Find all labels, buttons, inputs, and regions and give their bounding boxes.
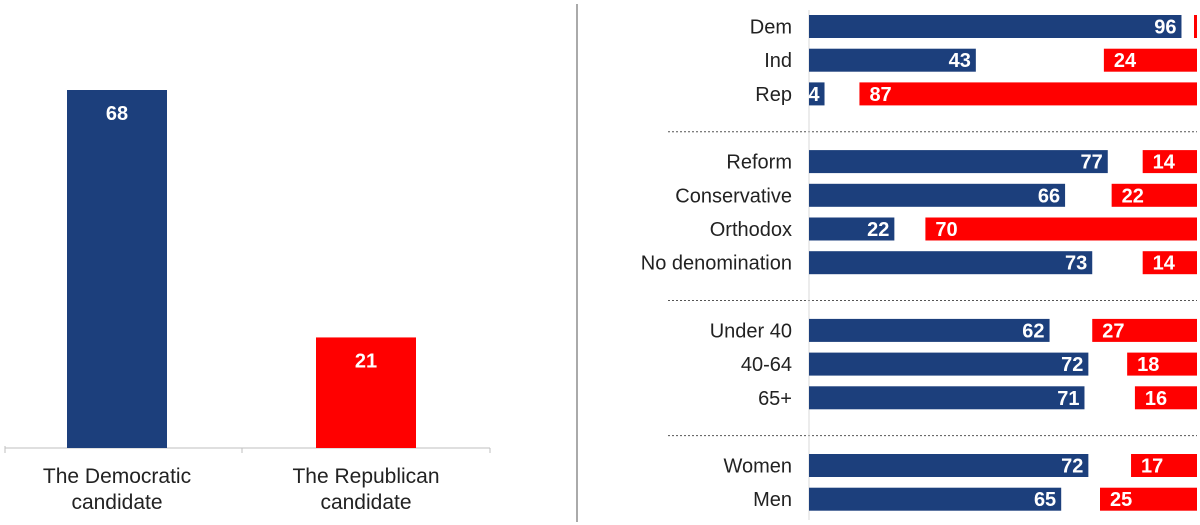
overall-vote-bar-chart: 68 The Democratic candidate 21 The Republica… [4, 90, 491, 514]
row-label-reform: Reform [726, 152, 792, 174]
democratic-bar-under-40 [809, 318, 1050, 342]
republican-candidate-bar [316, 337, 416, 448]
republican-bar-65 [1134, 386, 1197, 410]
democratic-bar-65 [809, 386, 1085, 410]
democratic-value-dem: 96 [1154, 17, 1176, 39]
republican-bar-men [1100, 487, 1197, 511]
republican-bar-40-64 [1127, 352, 1197, 376]
republican-bar-women [1131, 454, 1197, 477]
republican-value-women: 17 [1141, 456, 1163, 478]
democratic-bar-orthodox [809, 217, 895, 241]
democratic-value-40-64: 72 [1061, 354, 1083, 376]
democratic-candidate-category-label: The Democratic [43, 465, 191, 488]
republican-value-40-64: 18 [1137, 354, 1159, 376]
democratic-value-men: 65 [1034, 489, 1056, 511]
republican-value-under-40: 27 [1102, 320, 1124, 342]
row-label-rep: Rep [755, 84, 792, 106]
democratic-bar-no-denomination [809, 251, 1093, 275]
democratic-bar-men [809, 487, 1062, 511]
republican-bar-no-denomination [1142, 251, 1197, 275]
republican-value-orthodox: 70 [935, 219, 957, 241]
republican-bar-orthodox [925, 217, 1197, 241]
republican-value-no-denomination: 14 [1153, 253, 1176, 275]
democratic-bar-dem [809, 15, 1182, 38]
democratic-value-ind: 43 [949, 50, 971, 72]
democratic-candidate-value-label: 68 [106, 103, 128, 125]
democratic-bar-ind [809, 48, 976, 72]
republican-candidate-category-label: candidate [320, 491, 411, 514]
democratic-value-conservative: 66 [1038, 185, 1060, 207]
democratic-value-under-40: 62 [1022, 320, 1044, 342]
democratic-candidate-category-label: candidate [71, 491, 162, 514]
democratic-value-65: 71 [1057, 388, 1079, 410]
republican-value-rep: 87 [869, 84, 891, 106]
republican-value-ind: 24 [1114, 50, 1137, 72]
republican-bar-ind [1103, 48, 1197, 72]
democratic-candidate-bar [67, 90, 167, 448]
row-label-no-denomination: No denomination [641, 253, 792, 275]
democratic-bar-40-64 [809, 352, 1089, 376]
republican-bar-under-40 [1092, 318, 1197, 342]
republican-candidate-category-label: The Republican [292, 465, 439, 488]
republican-value-men: 25 [1110, 489, 1132, 511]
row-label-orthodox: Orthodox [710, 219, 792, 241]
democratic-value-reform: 77 [1081, 152, 1103, 174]
democratic-value-orthodox: 22 [867, 219, 889, 241]
row-label-dem: Dem [750, 17, 792, 39]
republican-bar-conservative [1111, 183, 1197, 207]
row-label-conservative: Conservative [675, 185, 792, 207]
republican-candidate-value-label: 21 [355, 350, 377, 372]
republican-bar-reform [1142, 150, 1197, 174]
democratic-bar-women [809, 454, 1089, 477]
republican-value-reform: 14 [1153, 152, 1176, 174]
democratic-bar-conservative [809, 183, 1066, 207]
row-label-under-40: Under 40 [710, 320, 792, 342]
row-label-65: 65+ [758, 388, 792, 410]
republican-bar-dem [1194, 15, 1197, 38]
democratic-value-no-denomination: 73 [1065, 253, 1087, 275]
democratic-bar-reform [809, 150, 1108, 174]
row-label-women: Women [723, 456, 792, 478]
democratic-value-women: 72 [1061, 456, 1083, 478]
democratic-bar-rep [809, 82, 825, 106]
democratic-value-rep: 4 [808, 84, 820, 106]
vote-by-group-bar-chart: Dem 96 Ind 43 24 Rep 4 87 Reform 77 14 Conservative… [641, 10, 1197, 520]
republican-value-conservative: 22 [1122, 185, 1144, 207]
row-label-men: Men [753, 489, 792, 511]
row-label-40-64: 40-64 [741, 354, 792, 376]
republican-value-65: 16 [1145, 388, 1167, 410]
row-label-ind: Ind [764, 50, 792, 72]
republican-bar-rep [859, 82, 1197, 106]
